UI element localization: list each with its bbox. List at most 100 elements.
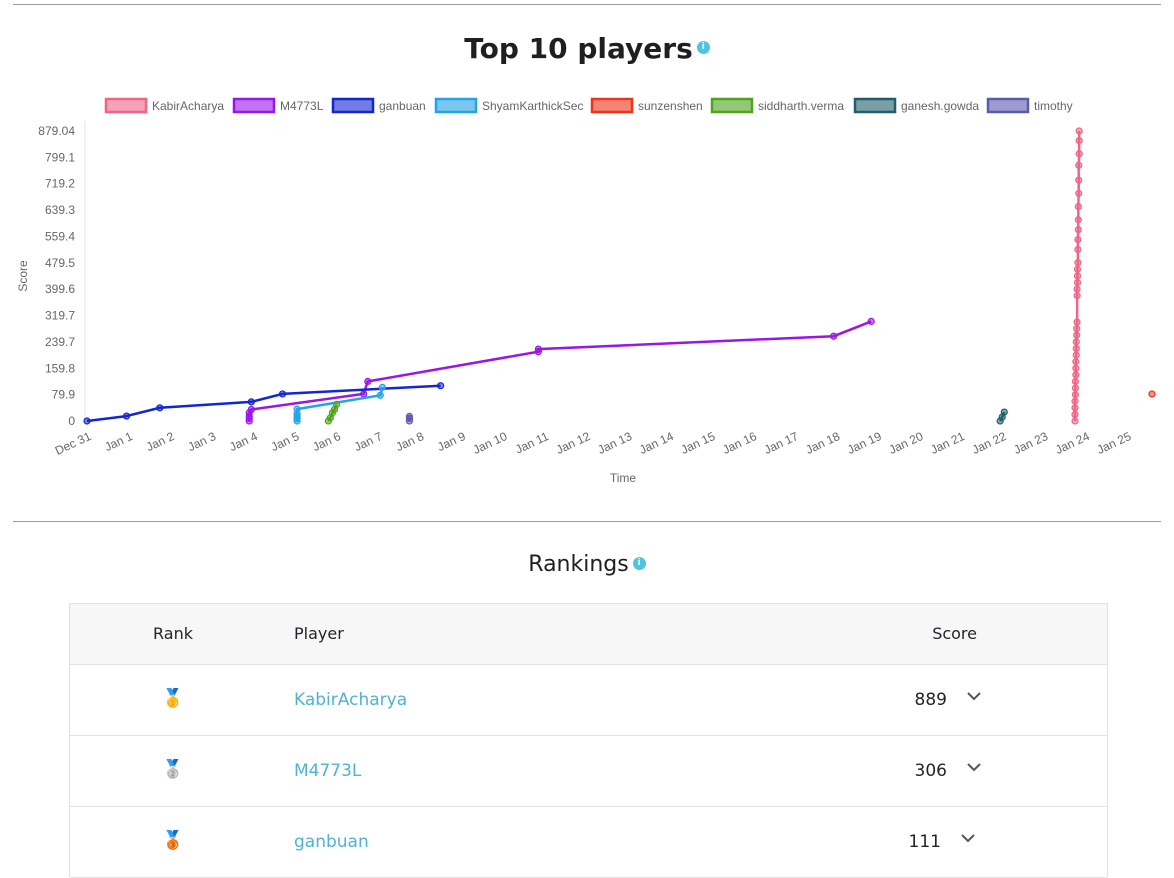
legend-swatch — [590, 97, 634, 114]
table-row[interactable]: 🥉 ganbuan 111 — [70, 807, 1107, 878]
chart-axes: 879.04 799.1 719.2 639.3 559.4 479.5 399.6 319.… — [16, 124, 1134, 485]
rank-header[interactable]: Rank — [153, 624, 193, 643]
player-link[interactable]: ganbuan — [294, 832, 369, 852]
x-tick-label: Jan 18 — [803, 429, 842, 457]
y-tick-label: 799.1 — [45, 150, 75, 164]
data-point — [1075, 127, 1083, 135]
data-point — [1073, 272, 1082, 280]
rankings-title: Rankings — [528, 552, 629, 577]
data-point — [247, 398, 255, 406]
info-icon[interactable]: i — [632, 557, 646, 570]
y-tick-label: 159.8 — [45, 361, 75, 375]
data-point — [1073, 325, 1081, 333]
x-tick-label: Jan 12 — [554, 429, 593, 457]
player-link[interactable]: M4773L — [294, 761, 362, 781]
chart-legend: KabirAcharya M4773L ganbuan ShyamKarthickSe… — [104, 97, 1073, 114]
table-header: Rank Player Score — [70, 604, 1107, 665]
legend-label: ShyamKarthickSec — [482, 99, 583, 113]
x-tick-label: Jan 3 — [186, 429, 219, 454]
data-point — [1073, 292, 1081, 300]
data-point — [1075, 161, 1083, 169]
legend-swatch — [986, 97, 1030, 114]
x-tick-label: Jan 19 — [845, 429, 884, 457]
chevron-down-icon[interactable] — [958, 828, 978, 848]
x-tick-label: Jan 5 — [269, 429, 302, 454]
player-score: 889 — [914, 690, 947, 710]
chevron-down-icon[interactable] — [964, 686, 984, 706]
x-tick-label: Jan 6 — [310, 429, 343, 454]
legend-swatch — [331, 97, 375, 114]
chart-heading: Top 10 players i — [0, 32, 1174, 65]
data-point — [364, 377, 372, 386]
data-point — [1072, 351, 1080, 359]
x-tick-label: Jan 13 — [595, 429, 634, 457]
info-icon[interactable]: i — [696, 41, 710, 54]
table-row[interactable]: 🥈 M4773L 306 — [70, 736, 1107, 807]
legend-label: M4773L — [280, 99, 324, 113]
data-point — [1071, 410, 1079, 419]
data-point — [1074, 259, 1082, 267]
y-tick-label: 0 — [68, 414, 75, 428]
x-tick-label: Jan 16 — [720, 429, 759, 457]
gold-medal-icon: 🥇 — [161, 688, 185, 709]
legend-label: ganesh.gowda — [901, 99, 979, 113]
legend-swatch — [232, 97, 276, 114]
data-point — [1075, 176, 1083, 184]
player-score: 306 — [914, 761, 947, 781]
x-tick-label: Jan 7 — [352, 429, 385, 454]
data-point — [534, 345, 542, 353]
x-tick-label: Jan 9 — [435, 429, 468, 454]
y-tick-label: 479.5 — [45, 256, 75, 270]
legend-label: sunzenshen — [638, 99, 703, 113]
data-point — [1071, 397, 1079, 405]
data-point — [1073, 318, 1081, 326]
data-point — [1074, 245, 1082, 254]
legend-label: siddharth.verma — [758, 99, 844, 113]
data-point — [1074, 216, 1082, 224]
chevron-down-icon[interactable] — [964, 757, 984, 777]
data-point — [1148, 390, 1156, 398]
data-point — [1072, 344, 1080, 353]
x-tick-label: Jan 11 — [513, 429, 551, 457]
y-tick-label: 719.2 — [45, 177, 75, 191]
series-line — [86, 384, 441, 423]
data-point — [1075, 150, 1083, 158]
data-point — [1073, 285, 1081, 293]
rankings-heading: Rankings i — [0, 552, 1174, 577]
data-point — [247, 405, 255, 414]
data-point — [867, 317, 875, 325]
data-point — [1075, 189, 1083, 197]
x-tick-label: Jan 24 — [1053, 429, 1092, 457]
player-link[interactable]: KabirAcharya — [294, 690, 408, 710]
x-tick-label: Jan 10 — [471, 429, 510, 457]
data-point — [376, 391, 384, 399]
x-tick-label: Jan 25 — [1095, 429, 1134, 457]
data-point — [83, 417, 91, 425]
data-point — [1071, 404, 1079, 412]
data-point — [1073, 331, 1081, 339]
series-line — [247, 320, 872, 421]
data-point — [333, 400, 341, 409]
data-point — [1072, 364, 1080, 372]
data-point — [1073, 278, 1082, 287]
data-point — [1074, 235, 1082, 244]
x-tick-label: Jan 15 — [679, 429, 718, 457]
x-tick-label: Jan 1 — [102, 429, 135, 454]
player-header[interactable]: Player — [294, 624, 344, 643]
x-tick-label: Jan 14 — [637, 429, 676, 457]
table-row[interactable]: 🥇 KabirAcharya 889 — [70, 665, 1107, 736]
chart-series — [83, 127, 1156, 425]
legend-label: KabirAcharya — [152, 99, 224, 113]
top-divider — [13, 4, 1161, 5]
legend-swatch — [853, 97, 897, 114]
silver-medal-icon: 🥈 — [161, 759, 185, 780]
score-header[interactable]: Score — [932, 624, 977, 643]
y-tick-label: 559.4 — [45, 229, 75, 243]
legend-label: timothy — [1034, 99, 1073, 113]
data-point — [1074, 202, 1082, 211]
chart-title: Top 10 players — [464, 32, 693, 65]
x-tick-label: Jan 4 — [227, 429, 260, 454]
y-tick-label: 639.3 — [45, 203, 75, 217]
x-tick-label: Jan 21 — [928, 429, 967, 457]
player-score: 111 — [908, 832, 941, 852]
